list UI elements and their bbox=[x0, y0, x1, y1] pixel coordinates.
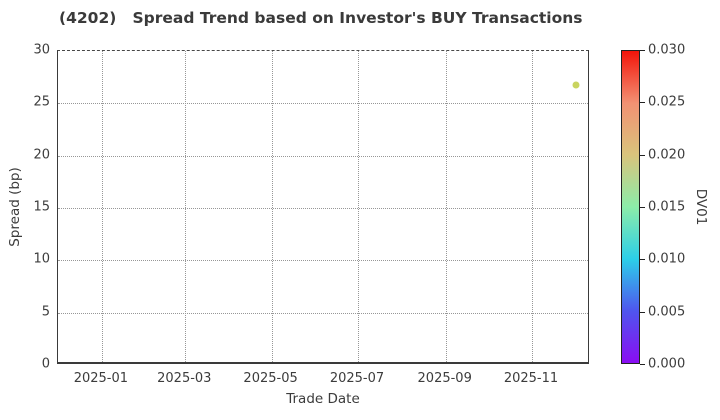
colorbar-tick-label: 0.000 bbox=[648, 356, 686, 372]
colorbar-tick bbox=[640, 311, 645, 313]
colorbar-tick bbox=[640, 207, 645, 208]
colorbar-tick-label: 0.025 bbox=[648, 94, 686, 110]
chart-title: (4202) Spread Trend based on Investor's … bbox=[59, 9, 583, 27]
x-gridline bbox=[101, 51, 103, 362]
x-tick-label: 2025-03 bbox=[157, 371, 212, 386]
colorbar-tick bbox=[640, 259, 645, 261]
x-gridline bbox=[358, 51, 359, 362]
colorbar bbox=[621, 50, 640, 364]
colorbar-tick bbox=[640, 50, 645, 51]
x-tick-label: 2025-07 bbox=[329, 371, 385, 386]
x-gridline bbox=[271, 51, 273, 362]
colorbar-tick-label: 0.015 bbox=[648, 199, 686, 215]
y-gridline bbox=[58, 155, 588, 157]
colorbar-label: DV01 bbox=[693, 188, 709, 226]
x-gridline bbox=[532, 51, 533, 362]
y-tick-label: 15 bbox=[33, 199, 50, 215]
x-axis-label: Trade Date bbox=[286, 391, 360, 407]
x-gridline bbox=[185, 51, 187, 362]
data-point bbox=[572, 81, 580, 88]
y-gridline bbox=[58, 312, 588, 314]
colorbar-tick bbox=[640, 364, 645, 365]
y-tick-label: 25 bbox=[33, 94, 50, 110]
colorbar-tick-label: 0.010 bbox=[648, 251, 686, 267]
y-tick-label: 10 bbox=[33, 251, 50, 267]
colorbar-tick bbox=[640, 102, 645, 104]
y-gridline bbox=[58, 103, 588, 105]
x-tick-label: 2025-05 bbox=[243, 371, 298, 386]
y-tick-label: 20 bbox=[33, 147, 50, 163]
x-tick-label: 2025-09 bbox=[417, 371, 472, 386]
plot-area bbox=[57, 50, 589, 364]
y-tick-label: 0 bbox=[41, 356, 50, 372]
y-tick-label: 30 bbox=[33, 42, 50, 58]
y-tick-label: 5 bbox=[41, 304, 50, 320]
x-gridline bbox=[445, 51, 447, 362]
y-gridline bbox=[58, 208, 588, 209]
x-tick-label: 2025-11 bbox=[503, 371, 559, 386]
x-tick-label: 2025-01 bbox=[73, 371, 129, 386]
y-gridline bbox=[58, 260, 588, 262]
colorbar-tick-label: 0.030 bbox=[648, 42, 686, 58]
colorbar-tick-label: 0.020 bbox=[648, 147, 686, 163]
colorbar-tick bbox=[640, 154, 645, 156]
colorbar-tick-label: 0.005 bbox=[648, 304, 686, 320]
